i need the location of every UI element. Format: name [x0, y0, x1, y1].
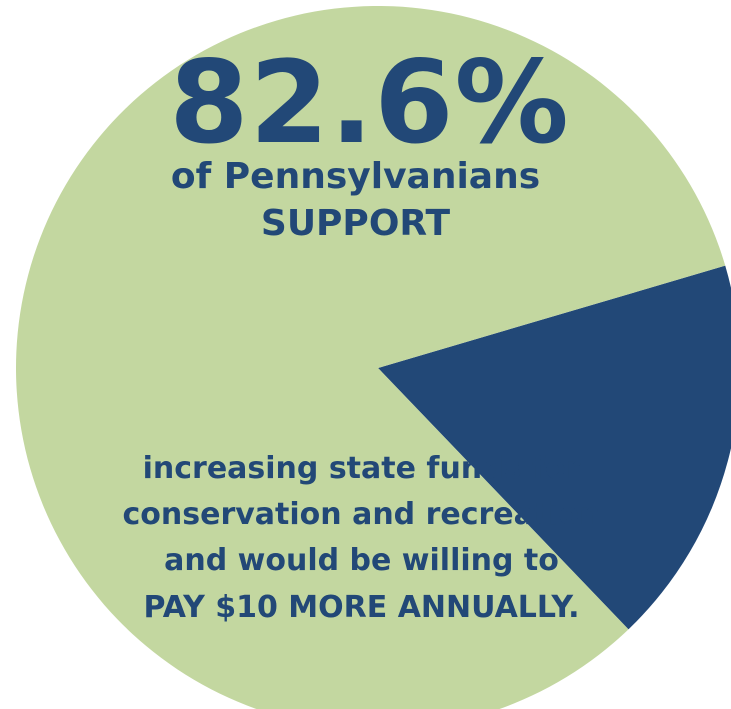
body-line-3: and would be willing to: [164, 543, 559, 578]
subtitle-line-2: SUPPORT: [260, 203, 451, 244]
body-line-2: conservation and recreation: [122, 497, 601, 532]
subtitle-line-1: of Pennsylvanians: [170, 156, 541, 197]
body-line-4: PAY $10 MORE ANNUALLY.: [143, 590, 580, 625]
pie-slices: [16, 6, 731, 709]
headline-percentage: 82.6%: [169, 36, 570, 169]
body-line-1: increasing state funds for: [142, 451, 581, 486]
pie-slice-support: [16, 6, 726, 709]
pie-slice-other: [378, 265, 731, 630]
